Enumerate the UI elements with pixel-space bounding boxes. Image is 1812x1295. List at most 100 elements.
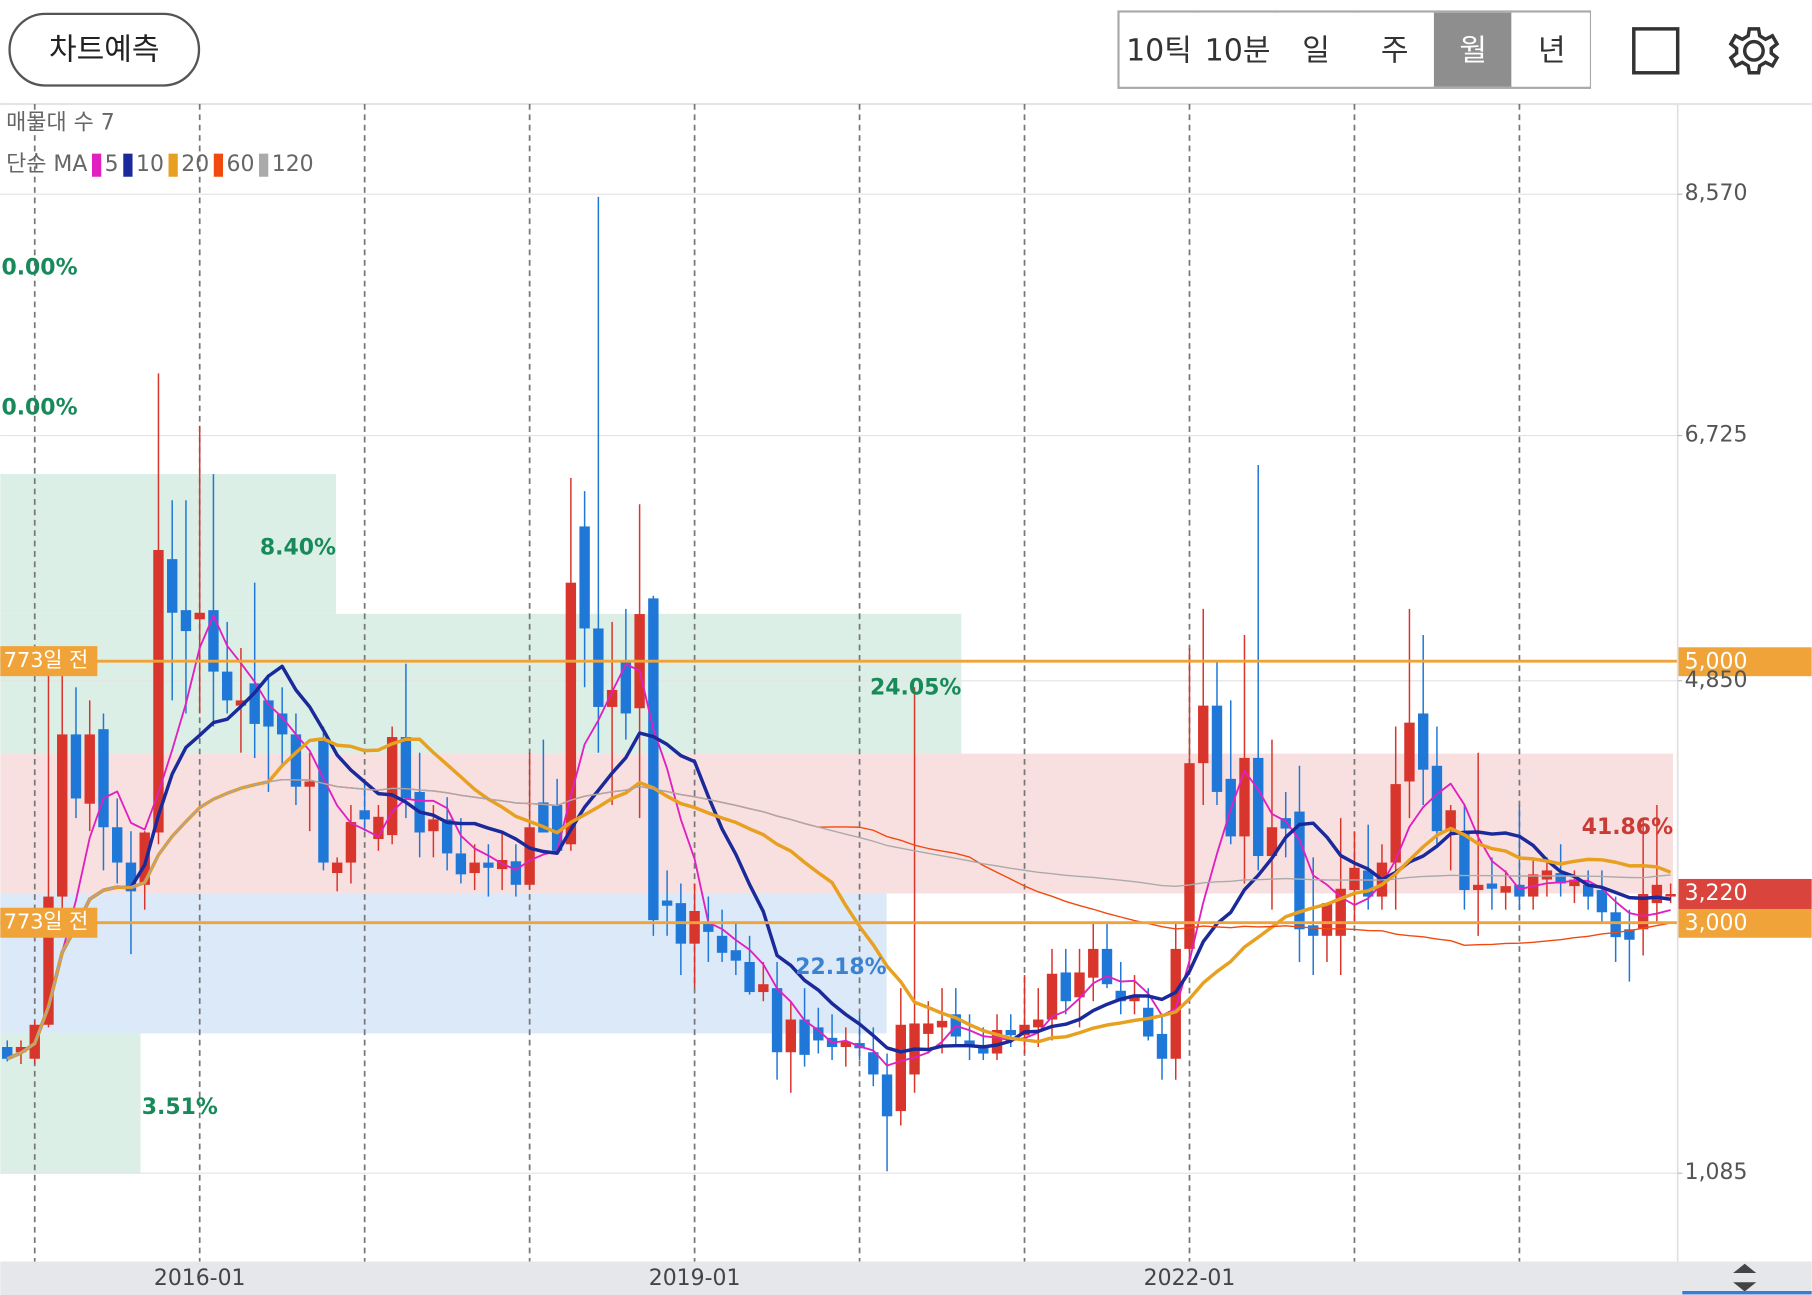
predict-button[interactable] — [8, 12, 201, 87]
tab[interactable] — [1355, 12, 1433, 87]
candle-body — [263, 700, 274, 727]
tab-label: 10분 — [1205, 33, 1271, 68]
candle-body — [1280, 818, 1291, 829]
candle-body — [84, 734, 95, 804]
candle-body — [978, 1045, 989, 1054]
candle-body — [318, 740, 329, 863]
price-line-note-box — [0, 907, 98, 938]
x-tick-label: 2022-01 — [1144, 1266, 1236, 1291]
candle-body — [1637, 893, 1649, 930]
candle-body — [799, 1019, 810, 1055]
candle-body — [1129, 997, 1140, 1002]
candle-body — [290, 734, 302, 787]
x-axis-strip — [0, 1261, 1812, 1295]
candle-body — [400, 737, 412, 799]
tab-label: 10틱 — [1126, 33, 1192, 68]
candle-body — [1170, 948, 1181, 1059]
y-tick-label: 6,725 — [1685, 423, 1748, 448]
candle-body — [1349, 867, 1360, 891]
candle-body — [744, 961, 755, 993]
volume-band — [0, 753, 1674, 894]
volume-band-label: 41.86% — [1582, 815, 1673, 840]
volume-band-label: 8.40% — [260, 536, 336, 561]
candle-body — [57, 734, 68, 897]
candle-body — [1335, 888, 1346, 936]
volume-band-label: 3.51% — [142, 1095, 218, 1120]
price-line-note-box — [0, 646, 98, 677]
ma-legend-label: 20 — [181, 152, 209, 177]
candle-body — [1472, 884, 1484, 891]
candle-body — [428, 819, 439, 832]
tab[interactable] — [1198, 12, 1276, 87]
candle-body — [661, 900, 673, 906]
candle-body — [1514, 884, 1525, 897]
candle-body — [441, 819, 453, 854]
tab[interactable] — [1512, 12, 1590, 87]
candle-body — [235, 700, 247, 706]
candle-body — [2, 1046, 13, 1059]
tab[interactable] — [1119, 12, 1198, 87]
tab[interactable] — [1433, 12, 1512, 87]
candle-body — [1651, 884, 1663, 904]
moving-average-line — [6, 737, 1672, 1061]
candle-body — [1253, 757, 1264, 857]
candle-body — [1005, 1029, 1016, 1036]
candle-body — [551, 805, 563, 851]
predict-button-label: 차트예측 — [49, 32, 159, 67]
candle-body — [1596, 890, 1608, 913]
candle-body — [249, 683, 260, 724]
candle-body — [221, 671, 233, 701]
settings-icon[interactable] — [1728, 27, 1780, 75]
y-tick-label: 4,850 — [1685, 668, 1748, 693]
x-tick-label: 2016-01 — [154, 1266, 246, 1291]
candle-body — [538, 802, 549, 833]
tab[interactable] — [1276, 12, 1355, 87]
candle-body — [1321, 903, 1333, 936]
candle-body — [620, 661, 632, 714]
fullscreen-icon[interactable] — [1632, 27, 1680, 75]
candle-body — [730, 950, 742, 961]
candle-body — [359, 810, 370, 820]
current-price-box — [1677, 878, 1812, 909]
price-line-note: 773일 전 — [4, 910, 89, 934]
candle-body — [167, 559, 178, 613]
candle-body — [1569, 879, 1580, 887]
candle-body — [1101, 948, 1113, 985]
candle-body — [345, 822, 357, 863]
candle-body — [276, 713, 288, 735]
scroll-handle[interactable] — [1733, 1263, 1757, 1292]
candle-body — [15, 1046, 27, 1053]
candle-body — [1417, 713, 1429, 770]
candle-body — [112, 827, 123, 863]
candle-body — [923, 1023, 934, 1034]
candle-body — [469, 862, 480, 874]
price-label-box — [1677, 908, 1812, 938]
ma-legend-swatch — [213, 153, 224, 177]
ma-title: 단순 MA — [6, 152, 87, 177]
candle-body — [1665, 893, 1676, 897]
candle-body — [483, 862, 494, 868]
candle-body — [208, 610, 219, 672]
tab-label: 주 — [1381, 33, 1409, 68]
candle-body — [1445, 810, 1456, 832]
candle-body — [758, 984, 769, 993]
candle-body — [716, 935, 728, 953]
volume-band — [0, 613, 962, 754]
ma-legend-label: 5 — [105, 152, 119, 177]
toolbar: 차트예측 10틱 10분 일 주 월 년 — [0, 10, 1812, 106]
candle-body — [1555, 873, 1566, 884]
moving-average-line — [6, 614, 1671, 1067]
candle-body — [1624, 929, 1635, 940]
current-price-label: 3,220 — [1685, 881, 1748, 906]
tab-label: 월 — [1459, 33, 1487, 68]
candle-body — [386, 737, 398, 836]
candle-body — [43, 896, 54, 1025]
candle-body — [895, 1024, 906, 1112]
candle-body — [1459, 831, 1470, 891]
moving-average-line — [6, 778, 1671, 1060]
candle-body — [840, 1041, 852, 1047]
ma-legend-label: 10 — [136, 152, 164, 177]
candle-body — [771, 988, 783, 1053]
candle-body — [1363, 870, 1374, 897]
